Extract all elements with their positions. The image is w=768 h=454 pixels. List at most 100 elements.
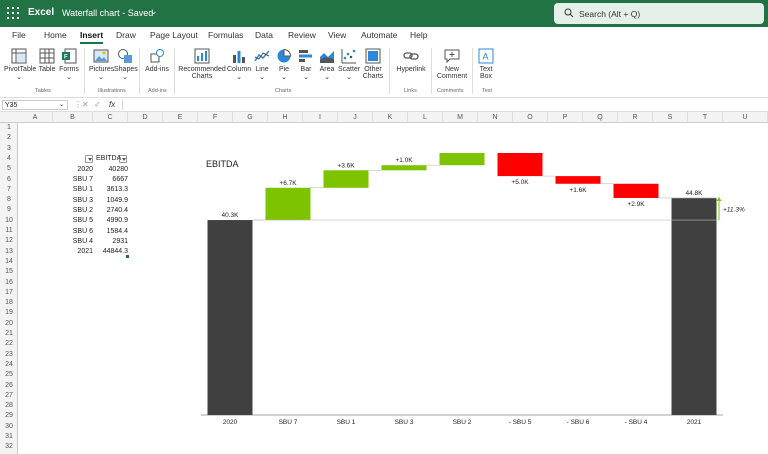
row-header-4[interactable]: 4 xyxy=(7,154,11,162)
row-header-30[interactable]: 30 xyxy=(5,422,13,430)
row-header-14[interactable]: 14 xyxy=(5,257,13,265)
text-box-button[interactable]: A Text Box xyxy=(475,48,497,80)
recommended-charts-button[interactable]: Recommended Charts xyxy=(178,48,226,80)
app-launcher-icon[interactable] xyxy=(7,7,19,19)
column-header-e[interactable]: E xyxy=(163,112,198,123)
column-header-p[interactable]: P xyxy=(548,112,583,123)
tab-draw[interactable]: Draw xyxy=(116,30,136,40)
row-header-1[interactable]: 1 xyxy=(7,124,11,131)
row-header-31[interactable]: 31 xyxy=(5,433,13,440)
row-header-23[interactable]: 23 xyxy=(5,350,13,358)
row-header-5[interactable]: 5 xyxy=(7,165,11,173)
column-header-h[interactable]: H xyxy=(268,112,303,123)
other-charts-button[interactable]: Other Charts xyxy=(361,48,385,80)
column-header-u[interactable]: U xyxy=(723,112,768,123)
row-header-32[interactable]: 32 xyxy=(5,443,13,451)
row-header-6[interactable]: 6 xyxy=(7,175,11,183)
column-header-k[interactable]: K xyxy=(373,112,408,123)
shapes-button[interactable]: Shapes ⌄ xyxy=(114,48,138,81)
row-header-12[interactable]: 12 xyxy=(5,237,13,245)
row-header-9[interactable]: 9 xyxy=(7,206,11,214)
filter-dropdown-button[interactable] xyxy=(119,154,127,163)
row-header-15[interactable]: 15 xyxy=(5,268,13,276)
column-header-n[interactable]: N xyxy=(478,112,513,123)
tab-help[interactable]: Help xyxy=(410,30,428,40)
cancel-icon[interactable]: ✕ xyxy=(82,100,89,109)
row-header-13[interactable]: 13 xyxy=(5,247,13,255)
column-chart-button[interactable]: Column ⌄ xyxy=(227,48,251,81)
row-header-16[interactable]: 16 xyxy=(5,278,13,286)
waterfall-chart[interactable]: EBITDA 40.3K 2020 +6.7K SBU 7 +3.6K SBU 1 +1.0… xyxy=(197,144,760,428)
pie-chart-button[interactable]: Pie ⌄ xyxy=(274,48,294,81)
bar-chart-button[interactable]: Bar ⌄ xyxy=(296,48,316,81)
hyperlink-button[interactable]: Hyperlink xyxy=(394,48,428,73)
new-comment-button[interactable]: New Comment xyxy=(435,48,469,80)
row-header-19[interactable]: 19 xyxy=(5,309,13,317)
column-header-q[interactable]: Q xyxy=(583,112,618,123)
document-title[interactable]: Waterfall chart - Saved xyxy=(62,8,154,18)
column-header-b[interactable]: B xyxy=(53,112,93,123)
column-header-g[interactable]: G xyxy=(233,112,268,123)
column-header-i[interactable]: I xyxy=(303,112,338,123)
area-chart-button[interactable]: Area ⌄ xyxy=(317,48,337,81)
row-header-26[interactable]: 26 xyxy=(5,381,13,389)
row-header-20[interactable]: 20 xyxy=(5,319,13,327)
recommended-charts-icon xyxy=(194,48,210,64)
tab-page-layout[interactable]: Page Layout xyxy=(150,30,198,40)
search-box[interactable]: Search (Alt + Q) xyxy=(554,3,764,24)
name-box[interactable]: Y35 ⌄ xyxy=(2,100,68,110)
tab-automate[interactable]: Automate xyxy=(361,30,398,40)
row-header-8[interactable]: 8 xyxy=(7,196,11,204)
function-icon[interactable]: fx xyxy=(109,100,116,109)
more-options-icon[interactable]: ⋮ xyxy=(74,100,82,109)
column-header-f[interactable]: F xyxy=(198,112,233,123)
tab-formulas[interactable]: Formulas xyxy=(208,30,244,40)
tab-home[interactable]: Home xyxy=(44,30,67,40)
tab-view[interactable]: View xyxy=(328,30,347,40)
filter-dropdown-button[interactable] xyxy=(85,154,93,163)
column-header-l[interactable]: L xyxy=(408,112,443,123)
bar-sbu-7 xyxy=(265,187,311,221)
chevron-down-icon[interactable]: ⌄ xyxy=(58,102,64,108)
column-header-j[interactable]: J xyxy=(338,112,373,123)
row-header-21[interactable]: 21 xyxy=(5,330,13,337)
column-header-a[interactable]: A xyxy=(18,112,53,123)
row-header-7[interactable]: 7 xyxy=(7,185,11,193)
tab-insert[interactable]: Insert xyxy=(80,30,104,44)
pivottable-button[interactable]: PivotTable ⌄ xyxy=(4,48,36,81)
row-header-17[interactable]: 17 xyxy=(5,288,13,296)
row-header-10[interactable]: 10 xyxy=(5,216,13,224)
row-header-3[interactable]: 3 xyxy=(7,144,11,152)
column-header-m[interactable]: M xyxy=(443,112,478,123)
column-header-c[interactable]: C xyxy=(93,112,128,123)
column-header-r[interactable]: R xyxy=(618,112,653,123)
row-header-27[interactable]: 27 xyxy=(5,391,13,399)
row-header-24[interactable]: 24 xyxy=(5,360,13,368)
column-header-t[interactable]: T xyxy=(688,112,723,123)
table-button[interactable]: Table xyxy=(37,48,57,73)
forms-button[interactable]: F Forms ⌄ xyxy=(58,48,80,81)
formula-input[interactable] xyxy=(122,99,762,110)
enter-icon[interactable]: ✓ xyxy=(94,100,101,109)
row-header-2[interactable]: 2 xyxy=(7,134,11,142)
pictures-button[interactable]: Pictures ⌄ xyxy=(89,48,114,81)
row-header-25[interactable]: 25 xyxy=(5,371,13,379)
scatter-chart-button[interactable]: Scatter ⌄ xyxy=(338,48,360,81)
row-header-29[interactable]: 29 xyxy=(5,412,13,420)
row-header-18[interactable]: 18 xyxy=(5,299,13,307)
column-header-s[interactable]: S xyxy=(653,112,688,123)
column-header-o[interactable]: O xyxy=(513,112,548,123)
row-header-22[interactable]: 22 xyxy=(5,340,13,348)
tab-review[interactable]: Review xyxy=(288,30,316,40)
fill-handle[interactable] xyxy=(126,254,129,258)
addins-button[interactable]: Add-ins xyxy=(144,48,170,73)
line-chart-button[interactable]: Line ⌄ xyxy=(252,48,272,81)
row-header-11[interactable]: 11 xyxy=(5,227,13,234)
column-header-d[interactable]: D xyxy=(128,112,163,123)
chevron-down-icon[interactable]: ⌄ xyxy=(150,6,158,16)
row-header-28[interactable]: 28 xyxy=(5,402,13,410)
tab-file[interactable]: File xyxy=(12,30,26,40)
tab-data[interactable]: Data xyxy=(255,30,273,40)
